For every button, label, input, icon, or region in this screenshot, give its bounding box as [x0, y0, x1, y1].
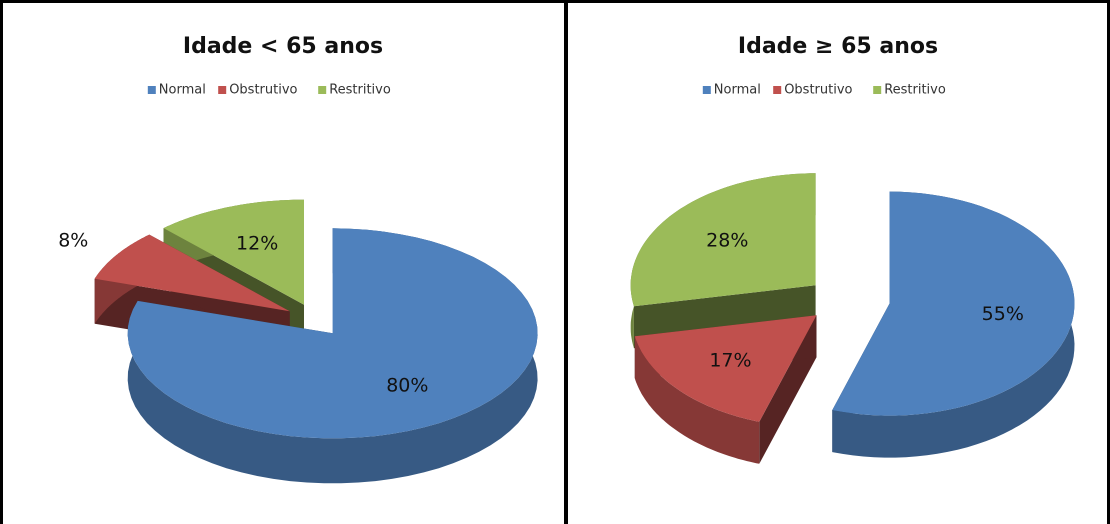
legend-swatch [318, 86, 327, 94]
slice-top [94, 234, 290, 312]
legend-label: Obstrutivo [229, 83, 297, 98]
data-label: 8% [58, 229, 88, 251]
legend-label: Restritivo [884, 83, 946, 98]
legend-label: Normal [159, 83, 206, 98]
legend-swatch [773, 86, 782, 94]
slice-top [832, 191, 1075, 416]
chart-title: Idade ≥ 65 anos [738, 34, 938, 59]
legend-swatch [218, 86, 227, 94]
data-label: 17% [709, 350, 751, 372]
slice-top [127, 228, 538, 439]
slice [127, 228, 538, 484]
data-label: 28% [706, 230, 748, 252]
slice-outer-wall [634, 336, 760, 464]
data-label: 80% [386, 375, 428, 397]
slice-top [634, 315, 817, 422]
slice-top [630, 173, 816, 307]
slice [634, 315, 817, 464]
data-label: 55% [982, 303, 1024, 325]
legend-label: Obstrutivo [784, 83, 852, 98]
data-label: 12% [236, 233, 278, 255]
chart-title: Idade < 65 anos [183, 34, 383, 59]
legend-swatch [873, 86, 882, 94]
slice [832, 191, 1075, 458]
legend-label: Normal [714, 83, 761, 98]
legend-swatch [702, 86, 711, 94]
legend-swatch [147, 86, 156, 94]
slice-top [163, 199, 304, 305]
legend-label: Restritivo [329, 83, 391, 98]
